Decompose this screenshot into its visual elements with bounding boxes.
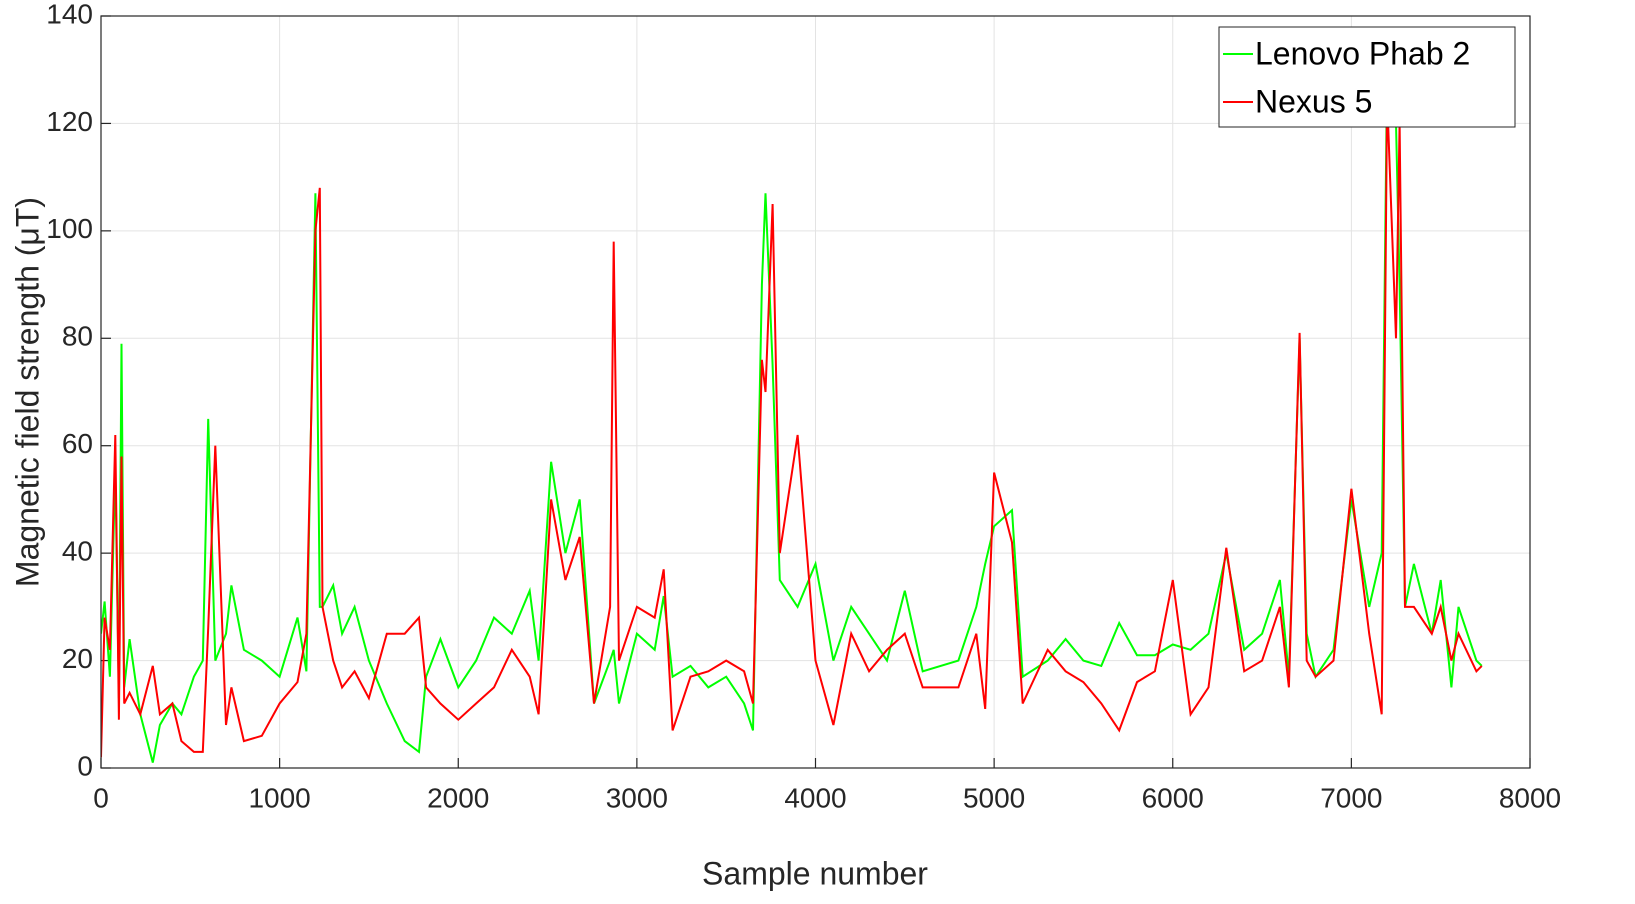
y-tick-label: 140 [46, 0, 93, 29]
y-tick-label: 0 [77, 750, 93, 781]
x-tick-label: 4000 [784, 782, 846, 813]
y-tick-label: 60 [62, 428, 93, 459]
x-tick-label: 0 [93, 782, 109, 813]
legend-box [1218, 26, 1516, 128]
legend-label: Nexus 5 [1255, 83, 1372, 119]
x-tick-label: 7000 [1320, 782, 1382, 813]
x-tick-label: 6000 [1142, 782, 1204, 813]
y-tick-label: 120 [46, 106, 93, 137]
y-axis-label: Magnetic field strength (μT) [9, 197, 45, 587]
series-line [101, 96, 1483, 758]
series-line [101, 69, 1483, 763]
x-axis-label: Sample number [702, 855, 928, 891]
x-tick-label: 3000 [606, 782, 668, 813]
y-tick-label: 40 [62, 536, 93, 567]
x-tick-label: 5000 [963, 782, 1025, 813]
y-tick-label: 20 [62, 643, 93, 674]
x-tick-label: 8000 [1499, 782, 1561, 813]
y-tick-label: 100 [46, 213, 93, 244]
x-tick-label: 1000 [248, 782, 310, 813]
x-tick-label: 2000 [427, 782, 489, 813]
y-tick-label: 80 [62, 321, 93, 352]
plot-frame [100, 15, 1531, 769]
legend-label: Lenovo Phab 2 [1255, 35, 1470, 71]
